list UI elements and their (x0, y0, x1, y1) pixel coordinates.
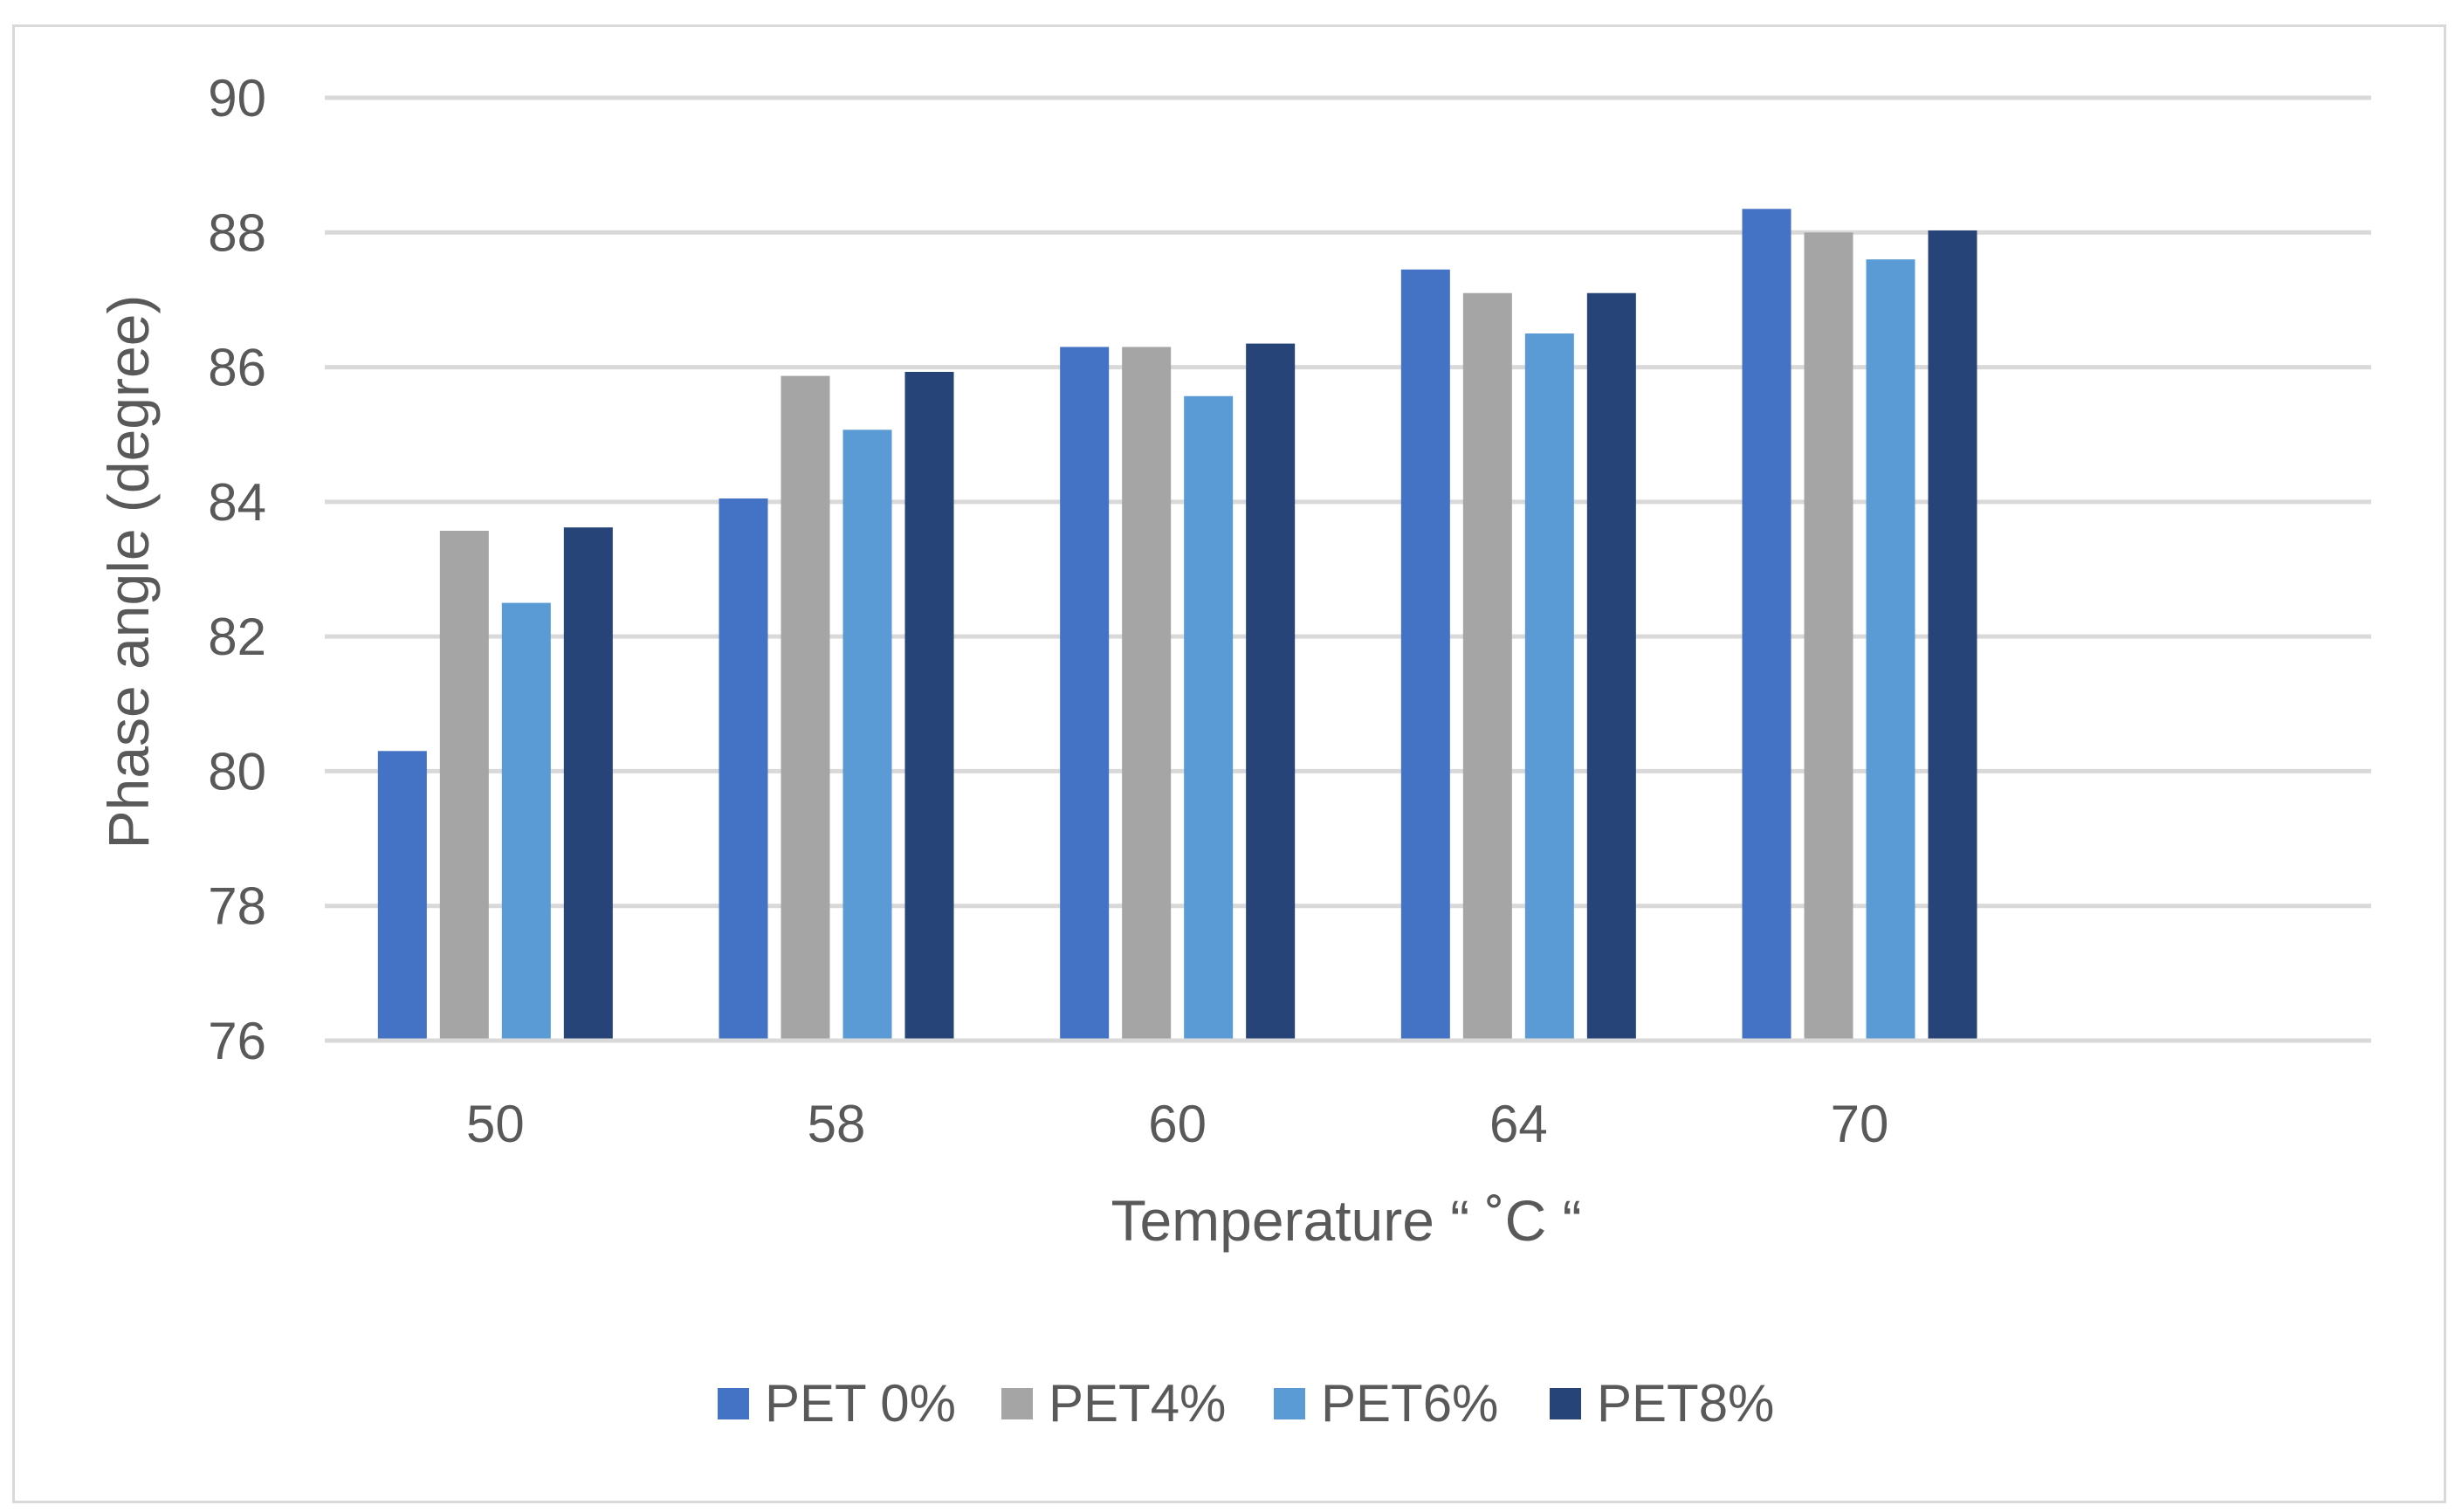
legend-item: PET6% (1274, 1374, 1498, 1433)
y-tick-label: 78 (208, 877, 266, 936)
y-tick-label: 90 (208, 69, 266, 127)
y-tick-label: 84 (208, 473, 266, 532)
bar-pet8-64 (1586, 292, 1636, 1041)
legend: PET 0% PET4% PET6% PET8% (718, 1374, 1774, 1433)
bar-pet6-70 (1866, 259, 1915, 1041)
x-tick-label: 64 (1489, 1095, 1548, 1153)
y-tick-label: 80 (208, 742, 266, 801)
x-tick-label: 70 (1831, 1095, 1889, 1153)
bar-pet0-50 (377, 751, 427, 1041)
bar-pet8-60 (1246, 343, 1296, 1041)
bar-pet4-64 (1462, 292, 1512, 1041)
y-tick-label: 76 (208, 1012, 266, 1070)
bar-pet6-60 (1184, 395, 1234, 1041)
bar-pet6-64 (1524, 333, 1574, 1041)
legend-item: PET 0% (718, 1374, 956, 1433)
bar-pet0-58 (719, 498, 768, 1041)
legend-label: PET6% (1321, 1374, 1498, 1433)
y-tick-label: 86 (208, 339, 266, 397)
bar-pet4-58 (781, 375, 830, 1041)
bar-pet8-58 (904, 371, 954, 1041)
bar-pet8-50 (563, 527, 613, 1041)
x-axis-title: Temperature “ ˚C “ (1111, 1188, 1581, 1253)
legend-label: PET4% (1049, 1374, 1226, 1433)
bar-pet6-50 (501, 602, 551, 1041)
legend-swatch (718, 1388, 749, 1419)
y-tick-label: 88 (208, 203, 266, 262)
bar-pet4-50 (439, 531, 489, 1041)
x-tick-label: 60 (1148, 1095, 1207, 1153)
bars (325, 209, 2371, 1043)
bar-pet6-58 (842, 430, 892, 1041)
gridlines (325, 95, 2371, 1043)
legend-item: PET4% (1001, 1374, 1226, 1433)
bar-pet0-70 (1742, 209, 1791, 1041)
legend-swatch (1274, 1388, 1305, 1419)
bar-pet0-64 (1400, 269, 1450, 1041)
legend-swatch (1001, 1388, 1033, 1419)
y-tick-label: 82 (208, 608, 266, 666)
legend-label: PET 0% (765, 1374, 956, 1433)
x-tick-label: 50 (466, 1095, 525, 1153)
y-axis-title: Phase angle (degree) (96, 295, 161, 849)
x-axis-ticks: 50 58 60 64 70 (466, 1095, 1888, 1153)
bar-pet4-70 (1804, 232, 1853, 1041)
bar-pet8-70 (1928, 230, 1977, 1041)
y-axis-ticks: 76 78 80 82 84 86 88 90 (208, 69, 266, 1070)
x-tick-label: 58 (808, 1095, 866, 1153)
bar-pet0-60 (1060, 347, 1110, 1041)
bar-pet4-60 (1122, 347, 1172, 1041)
legend-item: PET8% (1550, 1374, 1774, 1433)
legend-swatch (1550, 1388, 1581, 1419)
legend-label: PET8% (1597, 1374, 1774, 1433)
